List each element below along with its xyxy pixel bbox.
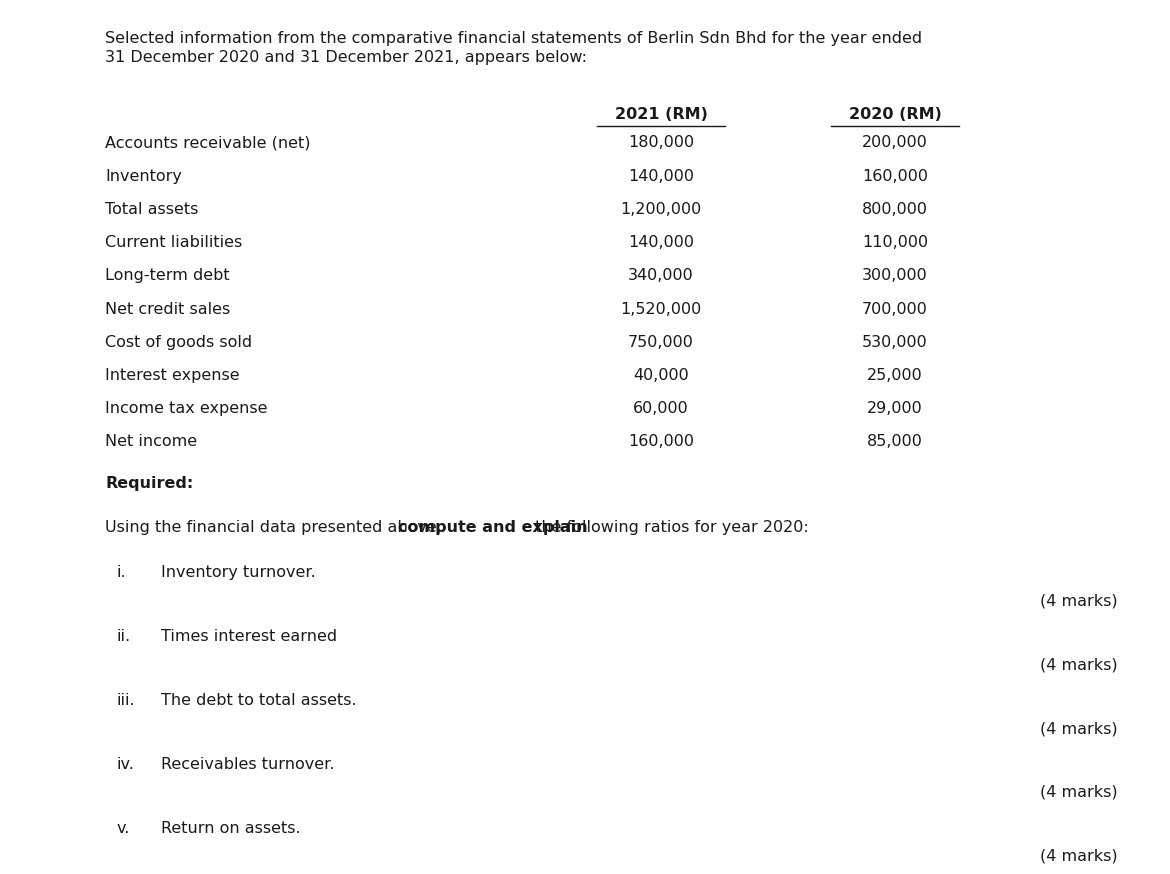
Text: 140,000: 140,000 <box>628 169 694 184</box>
Text: Return on assets.: Return on assets. <box>161 821 301 836</box>
Text: Total assets: Total assets <box>105 202 199 217</box>
Text: Accounts receivable (net): Accounts receivable (net) <box>105 135 311 150</box>
Text: Cost of goods sold: Cost of goods sold <box>105 335 253 350</box>
Text: 340,000: 340,000 <box>628 268 694 283</box>
Text: 750,000: 750,000 <box>628 335 694 350</box>
Text: Using the financial data presented above,: Using the financial data presented above… <box>105 520 447 535</box>
Text: 40,000: 40,000 <box>633 368 689 383</box>
Text: 85,000: 85,000 <box>867 434 923 449</box>
Text: 530,000: 530,000 <box>862 335 928 350</box>
Text: Current liabilities: Current liabilities <box>105 235 242 250</box>
Text: the following ratios for year 2020:: the following ratios for year 2020: <box>530 520 808 535</box>
Text: compute and explain: compute and explain <box>398 520 587 535</box>
Text: (4 marks): (4 marks) <box>1040 721 1117 736</box>
Text: 160,000: 160,000 <box>628 434 694 449</box>
Text: Long-term debt: Long-term debt <box>105 268 230 283</box>
Text: (4 marks): (4 marks) <box>1040 593 1117 608</box>
Text: Selected information from the comparative financial statements of Berlin Sdn Bhd: Selected information from the comparativ… <box>105 31 922 45</box>
Text: The debt to total assets.: The debt to total assets. <box>161 693 357 708</box>
Text: iii.: iii. <box>117 693 136 708</box>
Text: Net credit sales: Net credit sales <box>105 302 230 316</box>
Text: 200,000: 200,000 <box>862 135 928 150</box>
Text: Inventory turnover.: Inventory turnover. <box>161 565 316 580</box>
Text: (4 marks): (4 marks) <box>1040 785 1117 800</box>
Text: Inventory: Inventory <box>105 169 183 184</box>
Text: 25,000: 25,000 <box>867 368 923 383</box>
Text: i.: i. <box>117 565 126 580</box>
Text: 1,200,000: 1,200,000 <box>620 202 702 217</box>
Text: 2020 (RM): 2020 (RM) <box>848 107 942 121</box>
Text: Required:: Required: <box>105 476 193 491</box>
Text: iv.: iv. <box>117 757 135 772</box>
Text: 1,520,000: 1,520,000 <box>620 302 702 316</box>
Text: ii.: ii. <box>117 629 131 644</box>
Text: 140,000: 140,000 <box>628 235 694 250</box>
Text: 800,000: 800,000 <box>862 202 928 217</box>
Text: Receivables turnover.: Receivables turnover. <box>161 757 335 772</box>
Text: 31 December 2020 and 31 December 2021, appears below:: 31 December 2020 and 31 December 2021, a… <box>105 50 587 65</box>
Text: (4 marks): (4 marks) <box>1040 849 1117 864</box>
Text: 700,000: 700,000 <box>862 302 928 316</box>
Text: 29,000: 29,000 <box>867 401 923 416</box>
Text: 180,000: 180,000 <box>628 135 694 150</box>
Text: 2021 (RM): 2021 (RM) <box>614 107 708 121</box>
Text: Times interest earned: Times interest earned <box>161 629 338 644</box>
Text: v.: v. <box>117 821 130 836</box>
Text: Income tax expense: Income tax expense <box>105 401 268 416</box>
Text: 60,000: 60,000 <box>633 401 689 416</box>
Text: 300,000: 300,000 <box>862 268 928 283</box>
Text: 110,000: 110,000 <box>862 235 928 250</box>
Text: Interest expense: Interest expense <box>105 368 240 383</box>
Text: (4 marks): (4 marks) <box>1040 657 1117 672</box>
Text: 160,000: 160,000 <box>862 169 928 184</box>
Text: Net income: Net income <box>105 434 198 449</box>
